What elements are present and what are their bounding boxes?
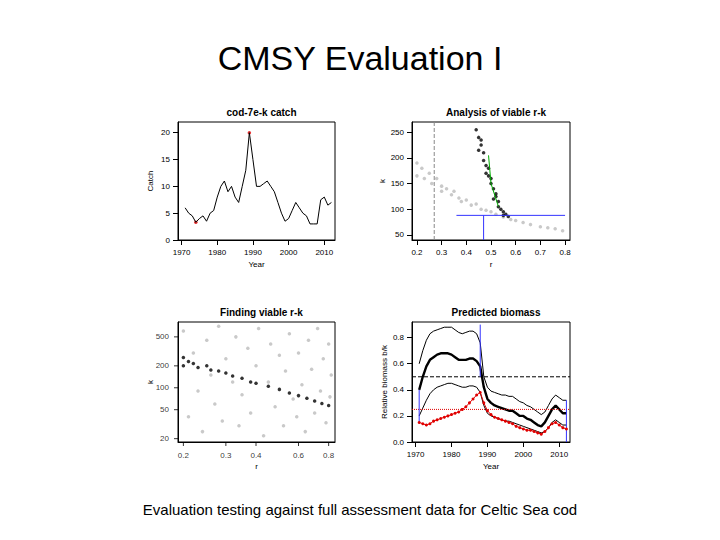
svg-text:2000: 2000 <box>280 248 298 257</box>
svg-text:0.7: 0.7 <box>535 248 547 257</box>
svg-text:k: k <box>146 379 155 384</box>
svg-text:r: r <box>490 260 493 269</box>
svg-text:1980: 1980 <box>443 450 461 459</box>
svg-text:Evaluation testing against ful: Evaluation testing against full assessme… <box>143 501 577 518</box>
svg-text:1990: 1990 <box>479 450 497 459</box>
svg-text:Finding viable r-k: Finding viable r-k <box>220 307 303 318</box>
svg-text:100: 100 <box>391 205 405 214</box>
svg-text:200: 200 <box>156 361 170 370</box>
svg-text:0.2: 0.2 <box>178 451 190 460</box>
svg-text:0.6: 0.6 <box>393 359 405 368</box>
svg-text:2010: 2010 <box>315 248 333 257</box>
svg-text:50: 50 <box>395 230 404 239</box>
svg-text:Predicted biomass: Predicted biomass <box>452 307 541 318</box>
svg-text:20: 20 <box>161 128 170 137</box>
svg-text:15: 15 <box>161 155 170 164</box>
svg-text:0.6: 0.6 <box>293 451 305 460</box>
svg-text:0.2: 0.2 <box>393 411 405 420</box>
svg-text:0.4: 0.4 <box>461 248 473 257</box>
svg-text:0.0: 0.0 <box>393 438 405 447</box>
svg-text:1970: 1970 <box>407 450 425 459</box>
svg-text:0.2: 0.2 <box>411 248 423 257</box>
svg-text:0.4: 0.4 <box>393 385 405 394</box>
svg-text:5: 5 <box>166 209 171 218</box>
svg-text:1990: 1990 <box>244 248 262 257</box>
svg-text:CMSY Evaluation I: CMSY Evaluation I <box>218 39 503 77</box>
svg-text:0.5: 0.5 <box>485 248 497 257</box>
svg-text:k: k <box>378 178 387 183</box>
svg-text:Relative biomass b/k: Relative biomass b/k <box>380 344 389 419</box>
svg-text:0: 0 <box>166 236 171 245</box>
svg-text:1980: 1980 <box>208 248 226 257</box>
svg-text:Year: Year <box>248 260 265 269</box>
svg-text:cod-7e-k catch: cod-7e-k catch <box>226 107 296 118</box>
svg-text:2000: 2000 <box>514 450 532 459</box>
svg-text:50: 50 <box>160 405 169 414</box>
svg-text:0.8: 0.8 <box>393 333 405 342</box>
svg-text:0.4: 0.4 <box>250 451 262 460</box>
svg-text:Analysis of viable r-k: Analysis of viable r-k <box>446 107 546 118</box>
svg-text:0.6: 0.6 <box>510 248 522 257</box>
svg-text:500: 500 <box>156 332 170 341</box>
svg-text:Catch: Catch <box>146 171 155 192</box>
svg-text:0.8: 0.8 <box>323 451 335 460</box>
svg-text:150: 150 <box>391 179 405 188</box>
svg-text:100: 100 <box>156 383 170 392</box>
svg-text:1970: 1970 <box>173 248 191 257</box>
svg-text:250: 250 <box>391 128 405 137</box>
svg-text:0.3: 0.3 <box>436 248 448 257</box>
svg-text:0.8: 0.8 <box>560 248 572 257</box>
svg-text:Year: Year <box>483 462 500 471</box>
svg-text:10: 10 <box>161 182 170 191</box>
svg-text:0.3: 0.3 <box>220 451 232 460</box>
svg-text:20: 20 <box>160 434 169 443</box>
svg-text:r: r <box>255 462 258 471</box>
svg-text:200: 200 <box>391 153 405 162</box>
svg-text:2010: 2010 <box>550 450 568 459</box>
